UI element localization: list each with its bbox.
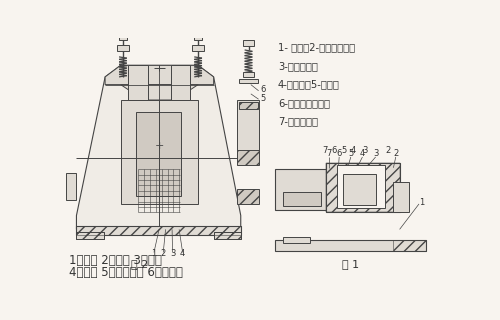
Text: 图 2: 图 2 [132, 259, 148, 269]
Bar [394, 182, 409, 212]
Text: 4: 4 [360, 149, 365, 158]
Bar [194, 34, 202, 40]
Bar [237, 150, 258, 165]
Text: 3: 3 [170, 250, 175, 259]
Text: 1: 1 [420, 198, 424, 207]
Bar [119, 34, 127, 40]
Polygon shape [105, 65, 214, 84]
Polygon shape [120, 84, 198, 100]
Polygon shape [76, 65, 241, 229]
Bar [243, 40, 254, 46]
Text: 2: 2 [386, 146, 390, 155]
Bar [282, 237, 310, 243]
Text: 4: 4 [180, 250, 185, 259]
Bar [239, 102, 258, 109]
Bar [275, 240, 426, 251]
Bar [76, 232, 104, 239]
Bar [237, 100, 258, 158]
Bar [76, 226, 241, 235]
Text: 1- 机座；2-机电磁鐵芯；: 1- 机座；2-机电磁鐵芯； [278, 43, 355, 52]
Text: 6: 6 [332, 146, 337, 155]
Text: 4-振动体；5-线圈；: 4-振动体；5-线圈； [278, 80, 340, 90]
Bar [214, 232, 241, 239]
Bar [214, 232, 241, 239]
Text: 7: 7 [322, 146, 328, 155]
Text: 3-共振弹簧；: 3-共振弹簧； [278, 61, 318, 71]
Text: 2: 2 [160, 250, 166, 259]
Text: 4: 4 [350, 146, 356, 155]
Text: 5: 5 [348, 149, 354, 158]
Bar [120, 100, 198, 204]
Text: 1: 1 [152, 250, 156, 259]
Text: 图 1: 图 1 [342, 259, 359, 269]
Text: 6: 6 [260, 85, 266, 94]
Bar [282, 192, 322, 206]
Bar [117, 44, 129, 51]
Text: +: + [154, 141, 164, 151]
Text: 7-调整螺栓；: 7-调整螺栓； [278, 116, 318, 126]
Text: 4、机座 5、共振弹簧 6、振动体: 4、机座 5、共振弹簧 6、振动体 [68, 266, 182, 279]
Text: 3: 3 [362, 146, 368, 155]
Text: 3: 3 [373, 149, 378, 158]
Text: 2: 2 [393, 149, 398, 158]
Bar [326, 163, 400, 212]
Bar [337, 165, 385, 208]
Text: 6-硬橡胶冲击块；: 6-硬橡胶冲击块； [278, 98, 330, 108]
Bar [394, 240, 426, 251]
Bar [326, 163, 400, 212]
Bar [76, 226, 241, 235]
Bar [192, 44, 204, 51]
Bar [128, 65, 148, 100]
Text: 1、鐵芯 2、衭鐵 3、线圈: 1、鐵芯 2、衭鐵 3、线圈 [68, 254, 162, 268]
Bar [136, 112, 181, 196]
Bar [239, 79, 258, 83]
Bar [171, 65, 190, 100]
Bar [243, 71, 254, 77]
Bar [237, 188, 258, 204]
Text: 5: 5 [260, 94, 266, 103]
Bar [76, 232, 104, 239]
Bar [275, 169, 329, 210]
Polygon shape [66, 173, 76, 200]
Text: 5: 5 [341, 146, 346, 155]
Text: 6: 6 [336, 149, 342, 158]
Bar [343, 174, 376, 205]
Text: 7: 7 [326, 149, 332, 158]
